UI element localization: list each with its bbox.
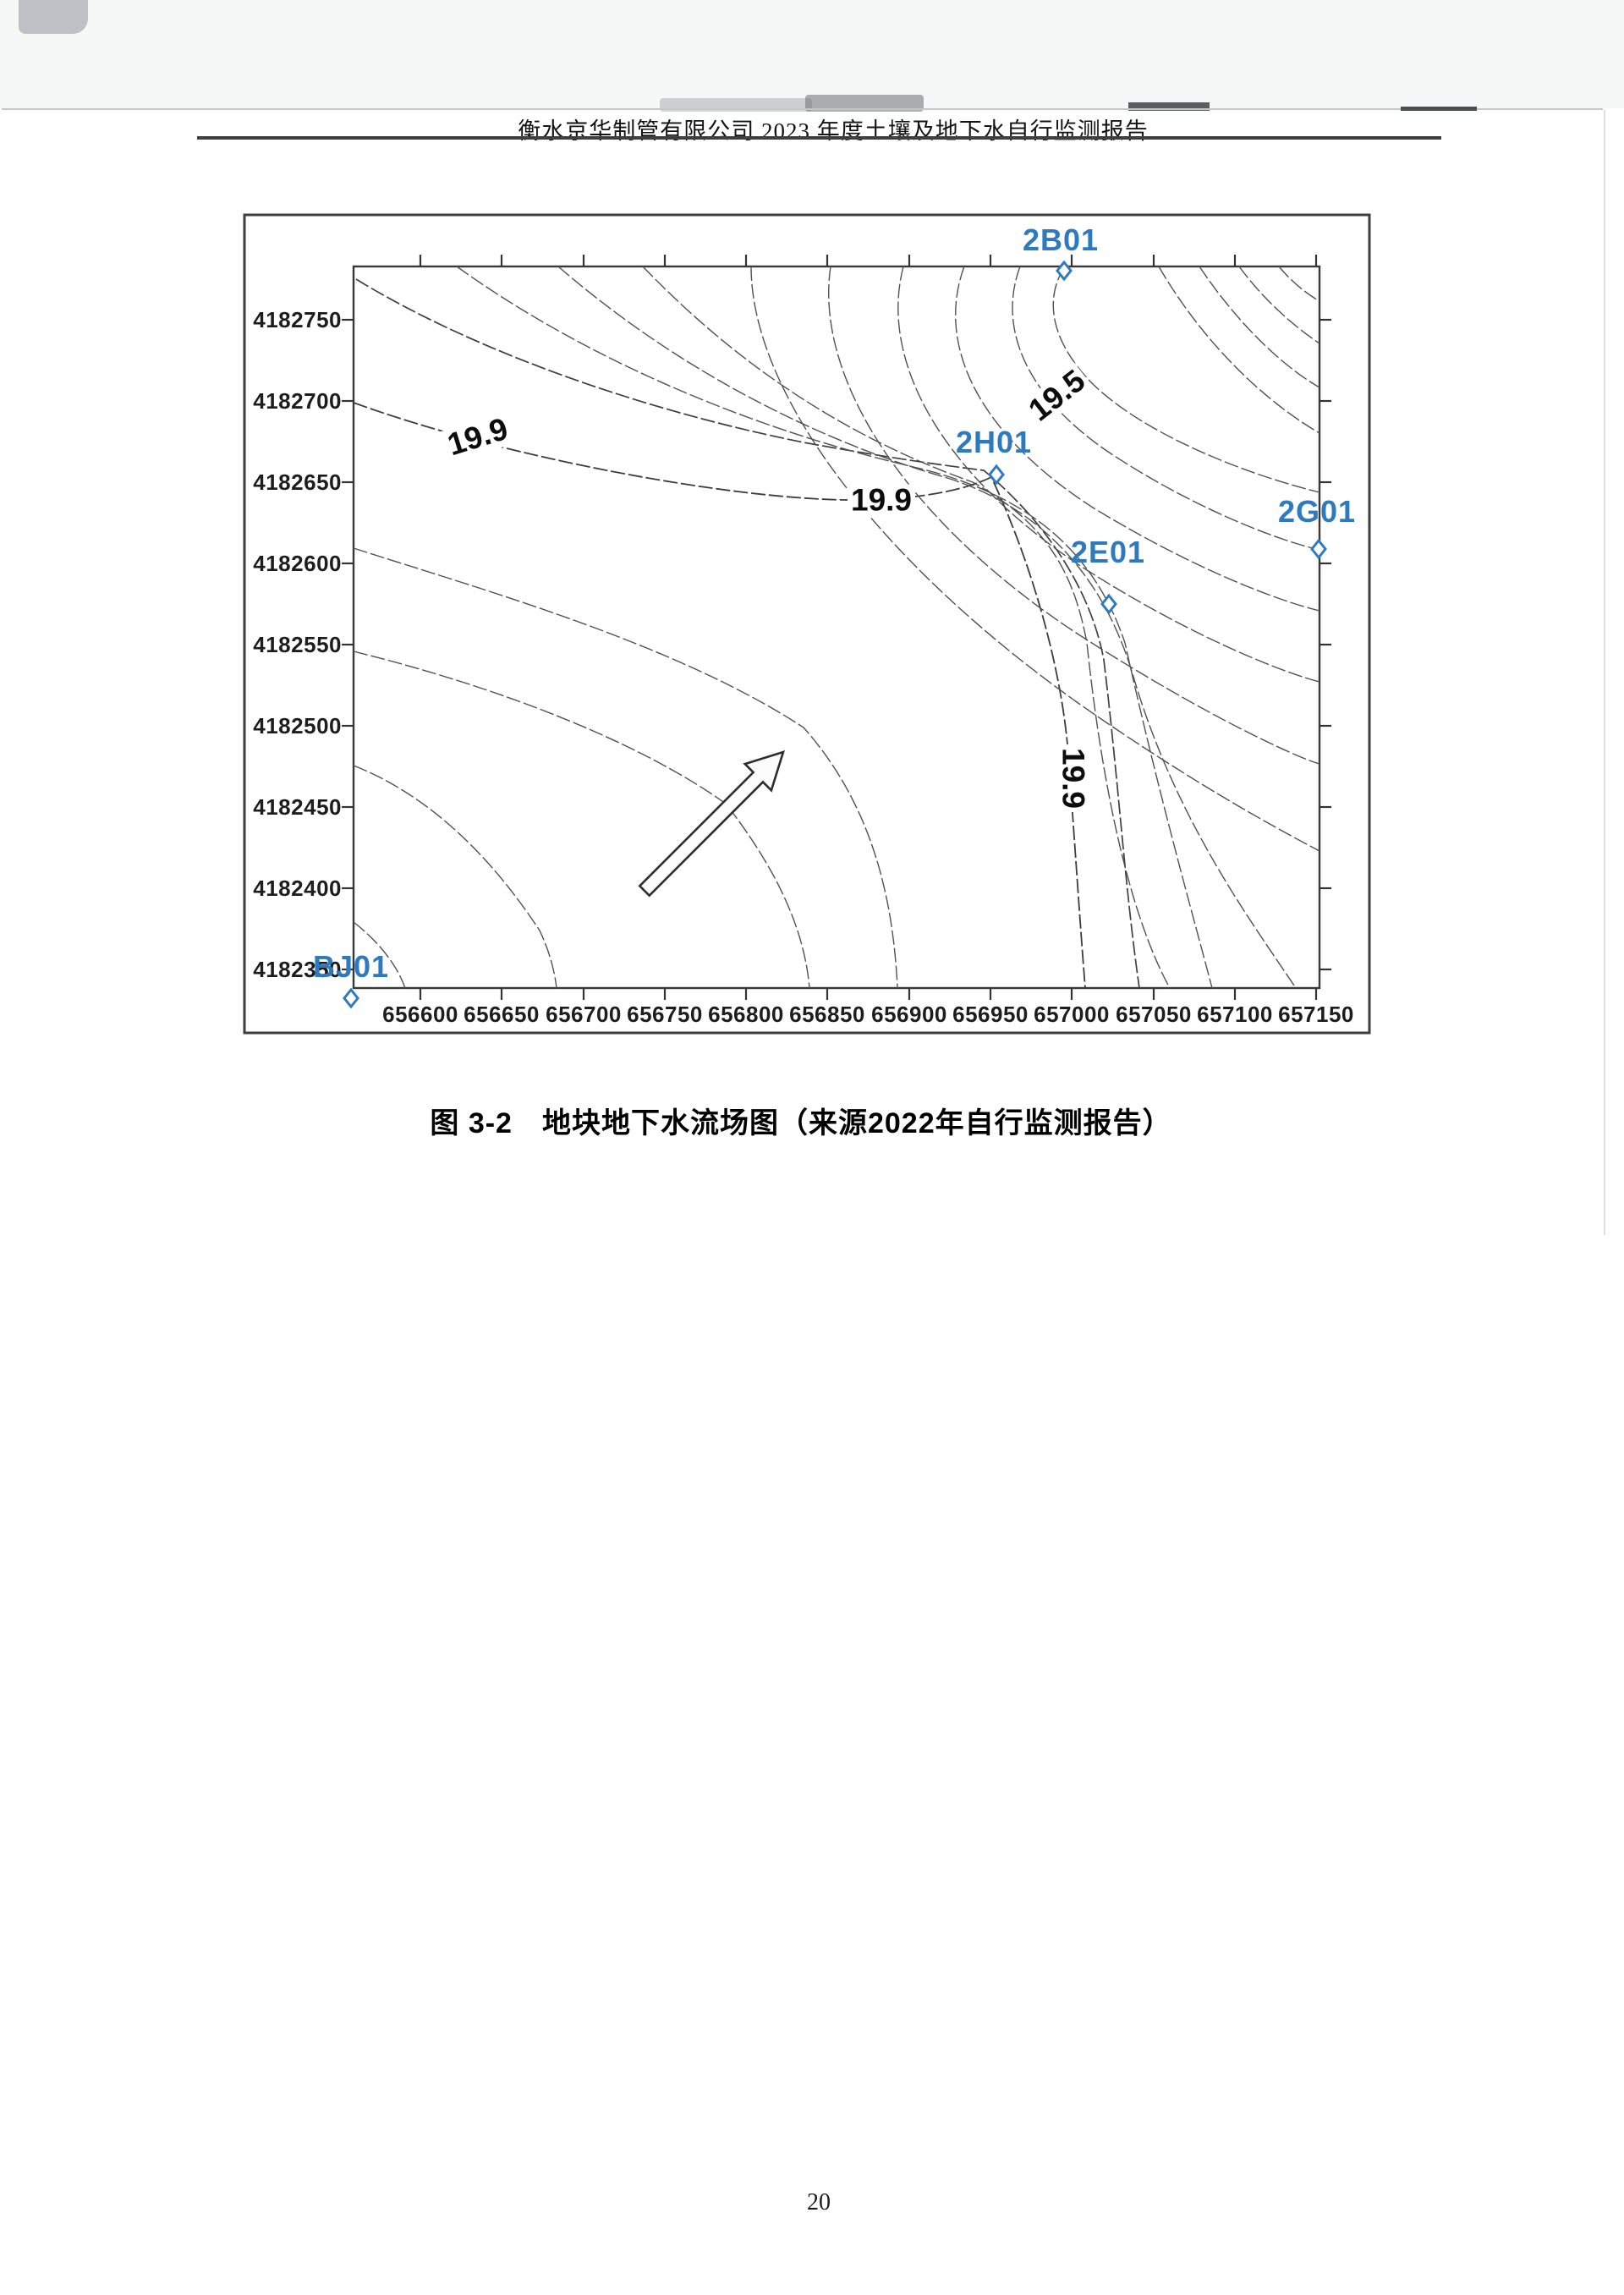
- y-axis-label: 4182400: [253, 876, 342, 901]
- station-label-2H01: 2H01: [955, 425, 1033, 459]
- figure-outer-border: [243, 213, 1371, 1035]
- station-label-2E01: 2E01: [1070, 535, 1146, 569]
- page-header-title: 衡水京华制管有限公司 2023 年度土壤及地下水自行监测报告: [518, 118, 1149, 144]
- scan-smudge: [1128, 102, 1210, 111]
- station-marker-2G01: [1310, 538, 1327, 560]
- x-axis-label: 656600: [382, 1002, 458, 1027]
- station-label-2G01: 2G01: [1277, 494, 1357, 529]
- flow-direction-arrow: [638, 750, 785, 898]
- x-axis-label: 657000: [1034, 1002, 1110, 1027]
- station-label-BJ01: BJ01: [312, 949, 390, 984]
- contour-value-label: 19.9: [1056, 744, 1090, 813]
- contour-lines: [353, 266, 1320, 989]
- x-axis-label: 656800: [708, 1002, 784, 1027]
- axis-ticks: [342, 255, 1331, 1000]
- station-marker-2B01: [1056, 260, 1073, 282]
- y-axis-label: 4182750: [253, 307, 342, 332]
- top-rule-dark-segment: [1401, 107, 1477, 111]
- y-axis-label: 4182500: [253, 713, 342, 738]
- x-axis-label: 657100: [1197, 1002, 1273, 1027]
- page-number: 20: [807, 2189, 831, 2215]
- y-axis-label: 4182650: [253, 469, 342, 495]
- scan-edge-line: [1604, 110, 1605, 1235]
- x-axis-label: 656850: [789, 1002, 865, 1027]
- x-axis-label: 656950: [952, 1002, 1029, 1027]
- x-axis-label: 656700: [546, 1002, 622, 1027]
- y-axis-label: 4182700: [253, 388, 342, 414]
- station-label-2B01: 2B01: [1022, 222, 1100, 257]
- x-axis-label: 657150: [1278, 1002, 1354, 1027]
- scan-smudge: [805, 95, 924, 112]
- y-axis-label: 4182350: [253, 957, 342, 982]
- y-axis-label: 4182450: [253, 794, 342, 820]
- plot-border: [352, 265, 1321, 990]
- station-marker-2E01: [1100, 593, 1117, 615]
- scan-corner-smudge: [19, 0, 88, 34]
- scan-top-strip: [0, 0, 1624, 108]
- x-axis-label: 656750: [627, 1002, 703, 1027]
- x-axis-label: 657050: [1116, 1002, 1192, 1027]
- contour-value-label: 19.9: [847, 484, 916, 518]
- station-marker-BJ01: [343, 987, 359, 1009]
- header-underline: [197, 136, 1441, 140]
- x-axis-label: 656650: [464, 1002, 540, 1027]
- top-rule-line: [2, 108, 1603, 110]
- x-axis-label: 656900: [871, 1002, 947, 1027]
- y-axis-label: 4182550: [253, 632, 342, 657]
- y-axis-label: 4182600: [253, 551, 342, 576]
- figure-caption: 图 3-2 地块地下水流场图（来源2022年自行监测报告）: [430, 1107, 1172, 1139]
- station-marker-2H01: [988, 464, 1005, 486]
